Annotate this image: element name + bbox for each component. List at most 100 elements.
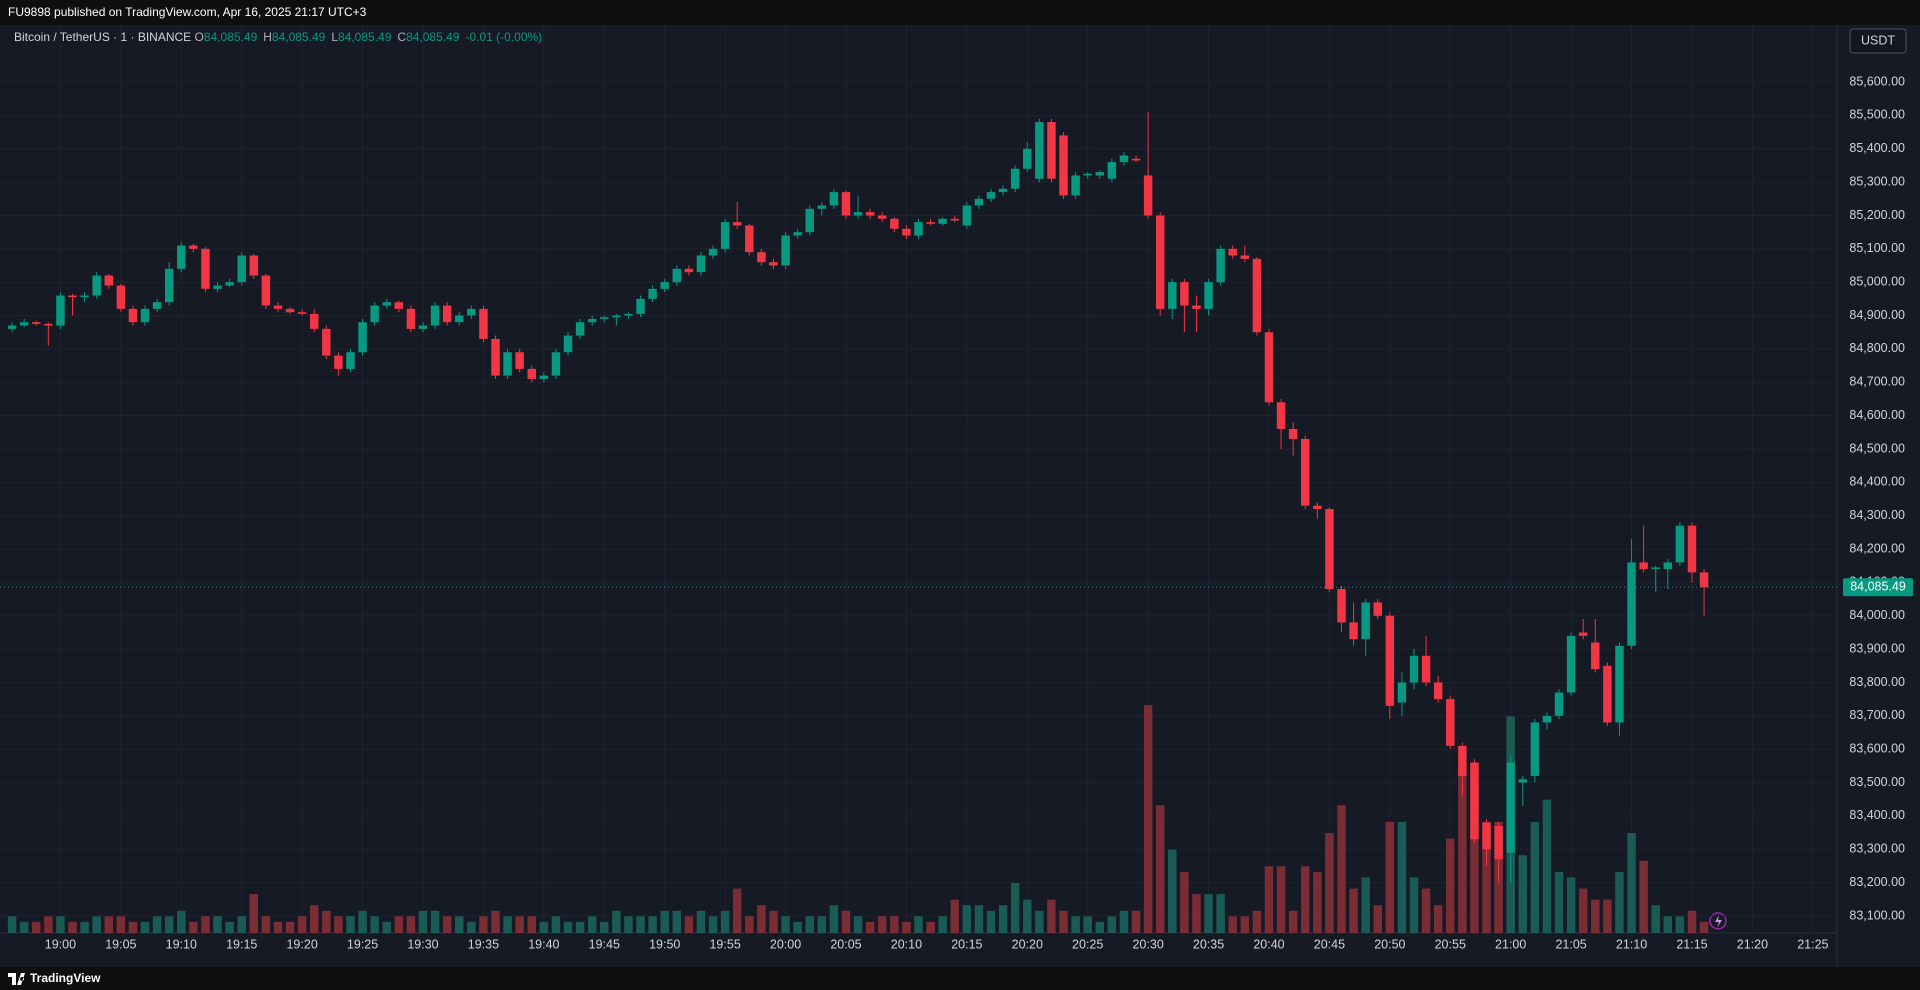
symbol-legend: Bitcoin / TetherUS · 1 · BINANCE O84,085…: [14, 30, 548, 44]
candle-body: [696, 255, 706, 273]
candle-body: [684, 268, 694, 273]
y-tick-label: 84,300.00: [1849, 508, 1905, 522]
volume-bar: [672, 910, 682, 933]
volume-bar: [56, 916, 65, 933]
volume-bar: [1675, 916, 1685, 933]
volume-bar: [587, 916, 597, 933]
candle-body: [1482, 822, 1491, 850]
candle-body: [515, 352, 524, 369]
candle-body: [189, 245, 198, 249]
candle-body: [648, 288, 657, 299]
volume-bar: [1083, 916, 1092, 933]
volume-bar: [1627, 833, 1636, 933]
candle-body: [1095, 172, 1105, 176]
volume-bar: [1603, 899, 1612, 933]
currency[interactable]: USDT: [1861, 33, 1895, 47]
candle-body: [962, 205, 972, 226]
x-tick-label: 21:15: [1676, 937, 1707, 951]
volume-bar: [829, 905, 839, 933]
volume-bar: [732, 888, 742, 933]
volume-bar: [1470, 788, 1479, 933]
ohlc-key: H: [263, 30, 272, 44]
candle-body: [539, 375, 549, 379]
candle-body: [793, 232, 802, 236]
candle-body: [1627, 562, 1636, 646]
x-tick-label: 20:05: [830, 937, 861, 951]
candle-body: [1578, 632, 1588, 636]
candle-body: [467, 308, 476, 316]
volume-bar: [696, 910, 706, 933]
candle-body: [1687, 525, 1697, 573]
brand-logo: [8, 973, 25, 985]
candle-body: [745, 225, 754, 253]
x-tick-label: 20:50: [1374, 937, 1405, 951]
volume-bar: [1337, 805, 1346, 933]
y-tick-label: 84,200.00: [1849, 541, 1905, 555]
x-tick-label: 19:45: [589, 937, 620, 951]
volume-bar: [1010, 883, 1020, 933]
candle-body: [1385, 615, 1395, 706]
volume-bar: [902, 921, 911, 933]
publisher: FU9898 published on TradingView.com, Apr…: [8, 5, 367, 19]
volume-bar: [1168, 849, 1177, 933]
candle-body: [853, 212, 863, 216]
volume-bar: [1325, 833, 1334, 933]
volume-bar: [1458, 766, 1467, 933]
candle-body: [805, 208, 814, 233]
volume-bar: [201, 916, 210, 933]
volume-bar: [563, 921, 573, 933]
y-tick-label: 85,300.00: [1849, 174, 1905, 188]
candle-body: [1023, 148, 1032, 169]
volume-bar: [1591, 899, 1600, 933]
y-tick-label: 84,000.00: [1849, 608, 1905, 622]
volume-bar: [7, 916, 17, 933]
candle-body: [1288, 428, 1298, 439]
volume-bar: [878, 916, 887, 933]
volume-bar: [1035, 910, 1044, 933]
x-tick-label: 20:00: [770, 937, 801, 951]
volume-bar: [551, 916, 561, 933]
volume-bar: [575, 921, 585, 933]
candle-body: [1204, 282, 1213, 309]
currency-box[interactable]: [1849, 28, 1907, 54]
volume-bar: [612, 910, 621, 933]
alert-icon[interactable]: [1709, 912, 1727, 930]
volume-bar: [1373, 905, 1382, 933]
volume-bar: [1542, 799, 1552, 933]
symbol-title: Bitcoin / TetherUS · 1 · BINANCE: [14, 30, 192, 44]
volume-bar: [974, 905, 984, 933]
x-tick-label: 21:05: [1555, 937, 1586, 951]
candle-body: [926, 222, 935, 224]
candle-body: [1337, 589, 1346, 623]
volume-bar: [309, 905, 319, 933]
y-tick-label: 85,500.00: [1849, 108, 1905, 122]
candle-body: [1119, 155, 1129, 163]
volume-bar: [1047, 899, 1056, 933]
candle-body: [1566, 635, 1576, 693]
y-tick-label: 85,200.00: [1849, 208, 1905, 222]
volume-bar: [1204, 894, 1213, 933]
volume-bar: [926, 921, 935, 933]
candle-body: [201, 248, 210, 289]
candle-body: [781, 235, 790, 266]
volume-bar: [998, 905, 1008, 933]
volume-bar: [455, 916, 464, 933]
x-tick-label: 19:40: [528, 937, 559, 951]
candle-body: [1301, 438, 1310, 506]
x-tick-label: 20:10: [891, 937, 922, 951]
candle-body: [551, 352, 561, 376]
volume-bar: [1433, 905, 1443, 933]
candle-body: [527, 368, 536, 379]
candle-body: [309, 313, 319, 329]
volume-bar: [817, 916, 827, 933]
volume-bar: [1615, 871, 1624, 933]
candle-body: [1010, 168, 1020, 189]
candle-body: [406, 308, 416, 329]
y-tick-label: 85,000.00: [1849, 274, 1905, 288]
candle-body: [68, 295, 77, 298]
volume-bar: [648, 916, 657, 933]
x-tick-label: 19:20: [286, 937, 317, 951]
volume-bar: [467, 921, 476, 933]
volume-bar: [479, 916, 488, 933]
volume-bar: [322, 910, 331, 933]
